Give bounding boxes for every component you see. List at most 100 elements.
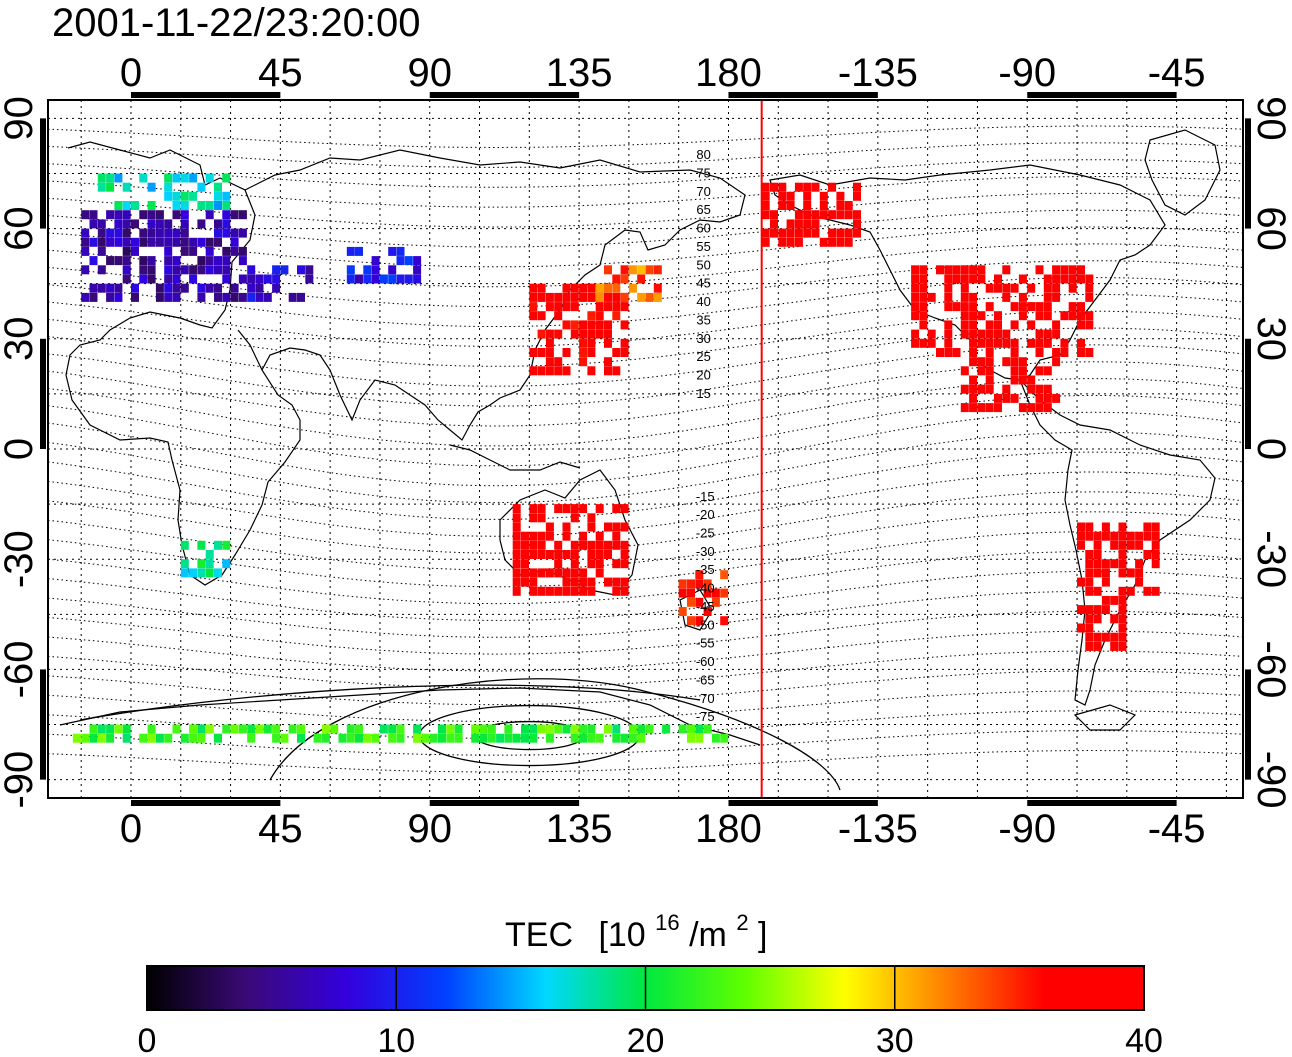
tec-cell — [587, 559, 596, 569]
tec-cell — [562, 522, 571, 532]
tec-cell — [396, 274, 405, 284]
tec-cell — [89, 733, 98, 743]
tec-cell — [1085, 577, 1094, 587]
tec-cell — [1110, 641, 1119, 651]
tec-cell — [180, 173, 189, 183]
tec-cell — [1118, 586, 1127, 596]
tec-cell — [545, 522, 554, 532]
tec-cell — [413, 274, 422, 284]
lat-tick-label: 30 — [0, 317, 41, 362]
tec-cell — [695, 724, 704, 734]
tec-cell — [620, 559, 629, 569]
tec-cell — [355, 246, 363, 256]
tec-cell — [1151, 586, 1160, 596]
tec-cell — [1085, 550, 1094, 559]
tec-cell — [529, 366, 538, 376]
tec-cell — [645, 724, 654, 734]
tec-cell — [106, 256, 115, 266]
tec-cell — [579, 540, 588, 550]
tec-cell — [122, 256, 131, 266]
tec-cell — [587, 540, 596, 550]
tec-cell — [579, 504, 588, 514]
tec-cell — [1043, 302, 1052, 312]
tec-cell — [172, 292, 181, 302]
tec-cell — [222, 274, 231, 284]
tec-cell — [1093, 605, 1102, 615]
magnetic-contour — [48, 630, 1243, 672]
tec-cell — [579, 577, 588, 587]
tec-cell — [678, 579, 687, 589]
tec-cell — [570, 329, 579, 339]
tec-cell — [106, 228, 115, 238]
tec-cell — [122, 228, 131, 238]
tec-cell — [794, 182, 803, 192]
tec-cell — [720, 616, 729, 626]
tec-cell — [570, 550, 579, 559]
tec-cell — [537, 366, 546, 376]
tec-cell — [1110, 614, 1119, 624]
tec-cell — [1010, 283, 1019, 293]
tec-cell — [1077, 338, 1085, 348]
tec-cell — [844, 201, 853, 210]
tec-cell — [794, 219, 803, 229]
tec-cell — [927, 292, 936, 302]
tec-cell — [512, 550, 521, 559]
tec-cell — [222, 219, 231, 229]
tec-cell — [97, 182, 106, 192]
tec-cell — [180, 540, 189, 550]
tec-cell — [711, 733, 720, 743]
tec-cell — [197, 724, 206, 734]
tec-cell — [529, 577, 538, 587]
tec-cell — [612, 292, 621, 302]
tec-cell — [1043, 384, 1052, 394]
pole-contour — [79, 684, 701, 721]
tec-cell — [554, 586, 563, 596]
tec-cell — [620, 274, 629, 284]
tec-cell — [836, 237, 845, 247]
tec-cell — [280, 733, 289, 743]
tec-cell — [985, 283, 994, 293]
frame-tick-bar — [429, 92, 580, 98]
tec-cell — [687, 724, 695, 734]
tec-cell — [960, 274, 969, 284]
tec-cell — [1018, 302, 1027, 312]
tec-cell — [89, 210, 98, 220]
tec-cell — [247, 283, 256, 293]
tec-cell — [604, 329, 612, 339]
tec-cell — [803, 219, 812, 229]
lon-tick-label: -45 — [1148, 51, 1206, 95]
tec-cell — [1085, 311, 1094, 321]
tec-cell — [1035, 393, 1044, 403]
tec-cell — [1110, 595, 1119, 605]
tec-cell — [927, 338, 936, 348]
tec-cell — [214, 265, 222, 275]
colorbar-tick-label: 20 — [627, 1022, 665, 1057]
tec-cell — [537, 504, 546, 514]
tec-cell — [97, 265, 106, 275]
tec-cell — [545, 329, 554, 339]
tec-cell — [952, 348, 961, 357]
tec-cell — [977, 403, 986, 413]
tec-cell — [612, 311, 621, 321]
tec-cell — [122, 237, 131, 247]
tec-cell — [155, 292, 164, 302]
tec-cell — [355, 724, 363, 734]
coast-asia — [244, 149, 746, 441]
tec-cell — [97, 283, 106, 293]
tec-cell — [919, 338, 928, 348]
tec-cell — [570, 320, 579, 330]
magnetic-contour — [48, 277, 1243, 327]
tec-cell — [678, 724, 687, 734]
frame-tick-bar — [40, 669, 46, 780]
tec-cell — [106, 283, 115, 293]
colorbar-tick-label: 10 — [377, 1022, 415, 1057]
tec-cell — [960, 384, 969, 394]
tec-cell — [612, 577, 621, 587]
tec-cell — [977, 384, 986, 394]
tec-cell — [944, 292, 953, 302]
tec-cell — [487, 724, 496, 734]
tec-cell — [106, 173, 115, 183]
tec-cell — [81, 237, 90, 247]
tec-cell — [388, 274, 397, 284]
tec-cell — [952, 302, 961, 312]
